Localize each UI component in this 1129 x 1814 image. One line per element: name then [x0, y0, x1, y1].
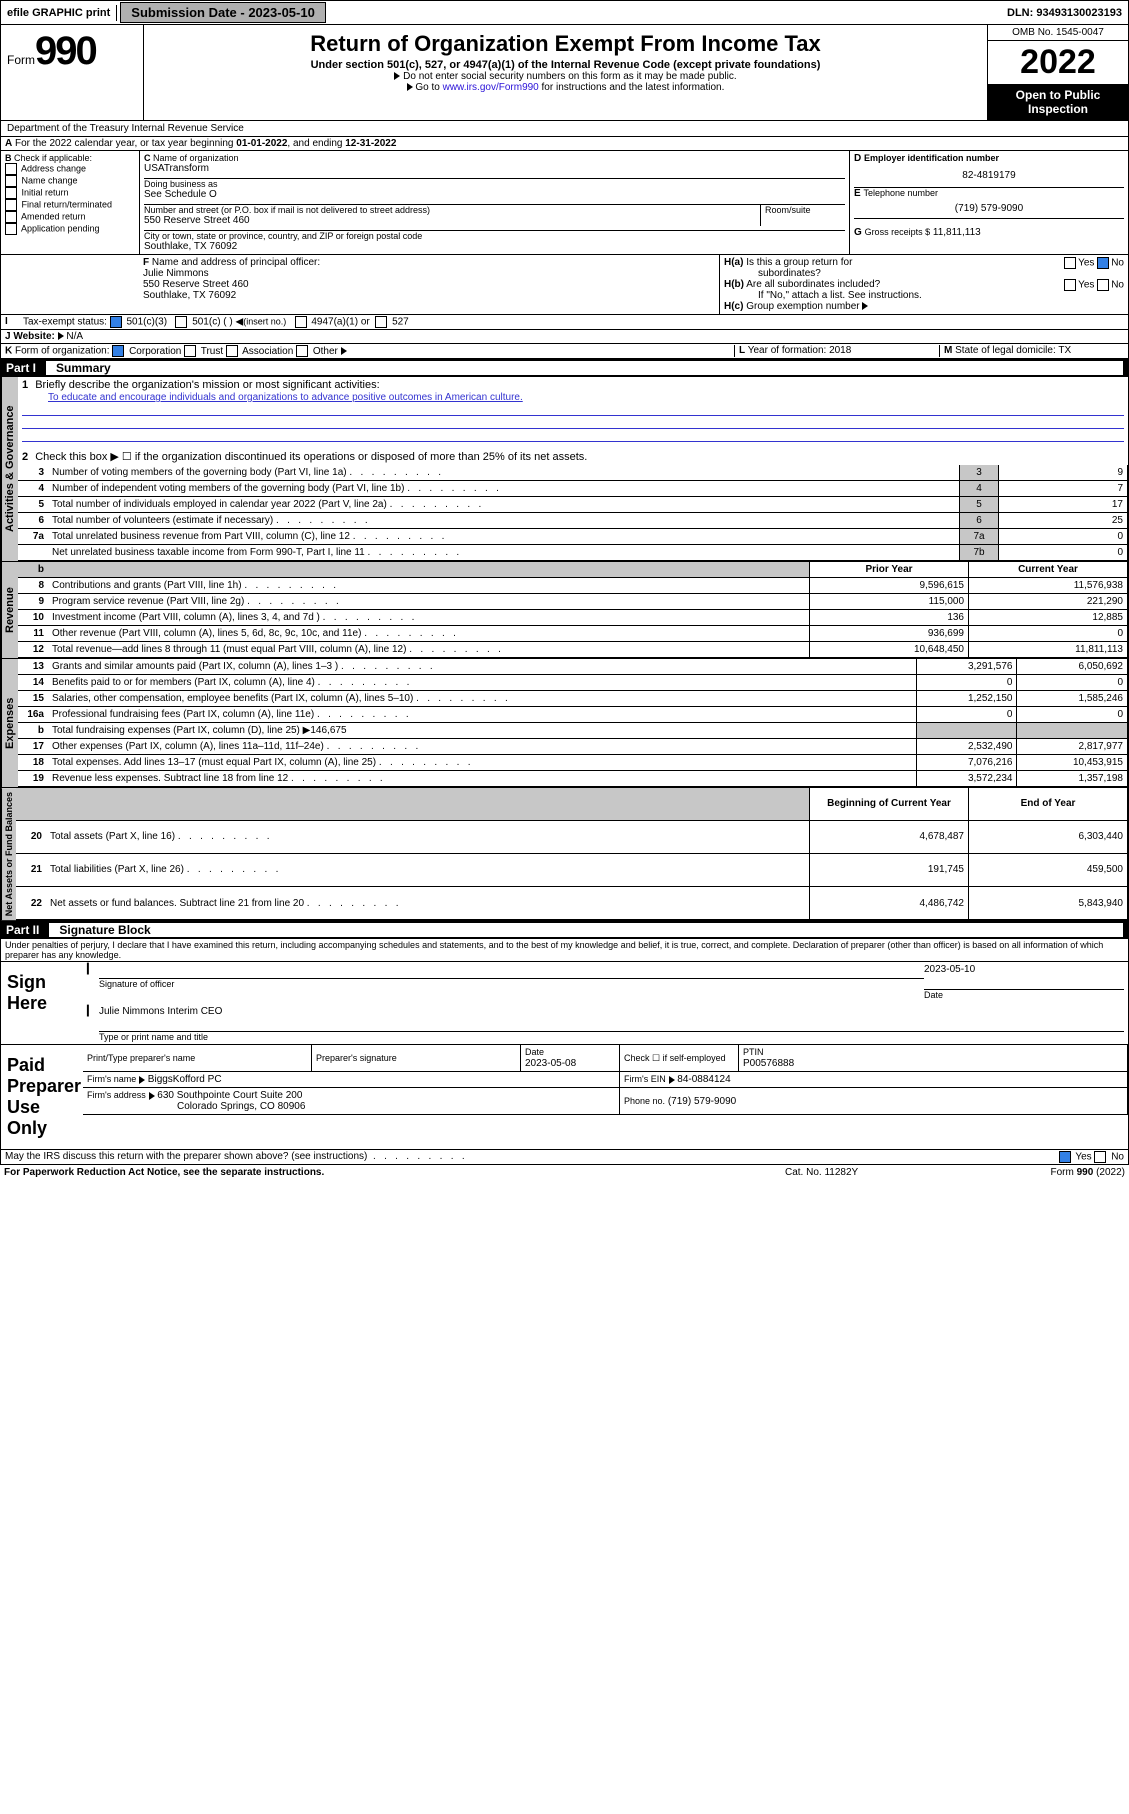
form-number-box: Form990: [1, 25, 144, 120]
page-footer: For Paperwork Reduction Act Notice, see …: [0, 1165, 1129, 1180]
line-klm: K Form of organization: Corporation Trus…: [0, 344, 1129, 359]
form-header: Form990 Return of Organization Exempt Fr…: [0, 25, 1129, 121]
fh-block: F Name and address of principal officer:…: [0, 255, 1129, 315]
irs-link[interactable]: www.irs.gov/Form990: [443, 82, 539, 93]
department-label: Department of the Treasury Internal Reve…: [0, 121, 1129, 137]
entity-block: B Check if applicable: Address change Na…: [0, 151, 1129, 255]
year-box: OMB No. 1545-0047 2022 Open to Public In…: [987, 25, 1128, 120]
topbar: efile GRAPHIC print Submission Date - 20…: [0, 0, 1129, 25]
efile-label: efile GRAPHIC print: [1, 5, 117, 21]
paid-preparer-block: Paid Preparer Use Only Print/Type prepar…: [0, 1045, 1129, 1150]
discuss-line: May the IRS discuss this return with the…: [0, 1150, 1129, 1165]
revenue: Revenue bPrior YearCurrent Year8Contribu…: [0, 562, 1129, 659]
part1-header: Part I Summary: [0, 359, 1129, 377]
section-c: C Name of organization USATransform Doin…: [140, 151, 850, 254]
line-a: A For the 2022 calendar year, or tax yea…: [0, 137, 1129, 151]
title: Return of Organization Exempt From Incom…: [148, 31, 983, 57]
section-h: H(a) Is this a group return for Yes No s…: [720, 255, 1128, 314]
sign-here-block: Sign Here ▎ Signature of officer 2023-05…: [0, 962, 1129, 1045]
expenses: Expenses 13Grants and similar amounts pa…: [0, 659, 1129, 788]
section-b: B Check if applicable: Address change Na…: [1, 151, 140, 254]
submission-date-button[interactable]: Submission Date - 2023-05-10: [120, 2, 326, 23]
form-title: Return of Organization Exempt From Incom…: [144, 25, 987, 120]
line-i: I Tax-exempt status: 501(c)(3) 501(c) ( …: [0, 315, 1129, 330]
section-deg: D Employer identification number 82-4819…: [850, 151, 1128, 254]
activities-governance: Activities & Governance 1 Briefly descri…: [0, 377, 1129, 562]
part2-header: Part II Signature Block: [0, 921, 1129, 939]
line-j: J Website: N/A: [0, 330, 1129, 344]
net-assets: Net Assets or Fund Balances Beginning of…: [0, 788, 1129, 921]
dln-label: DLN: 93493130023193: [1001, 5, 1128, 21]
declaration: Under penalties of perjury, I declare th…: [0, 939, 1129, 962]
section-f: F Name and address of principal officer:…: [139, 255, 720, 314]
